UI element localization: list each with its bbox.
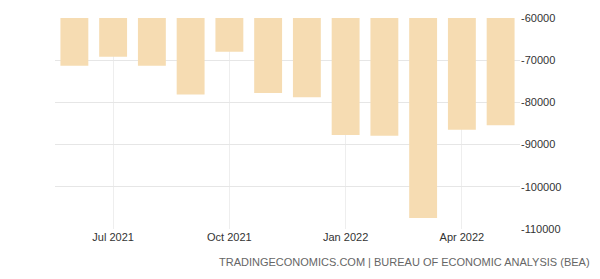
svg-text:Oct 2021: Oct 2021 bbox=[207, 231, 252, 243]
svg-text:-90000: -90000 bbox=[521, 138, 555, 150]
svg-text:Apr 2022: Apr 2022 bbox=[440, 231, 485, 243]
svg-text:-80000: -80000 bbox=[521, 96, 555, 108]
svg-text:-70000: -70000 bbox=[521, 54, 555, 66]
svg-text:-100000: -100000 bbox=[521, 181, 561, 193]
svg-text:-60000: -60000 bbox=[521, 12, 555, 24]
svg-text:Jan 2022: Jan 2022 bbox=[323, 231, 368, 243]
svg-text:Jul 2021: Jul 2021 bbox=[92, 231, 134, 243]
svg-text:TRADINGECONOMICS.COM | BUREAU: TRADINGECONOMICS.COM | BUREAU OF ECONOMI… bbox=[219, 256, 590, 268]
svg-text:-110000: -110000 bbox=[521, 223, 561, 235]
